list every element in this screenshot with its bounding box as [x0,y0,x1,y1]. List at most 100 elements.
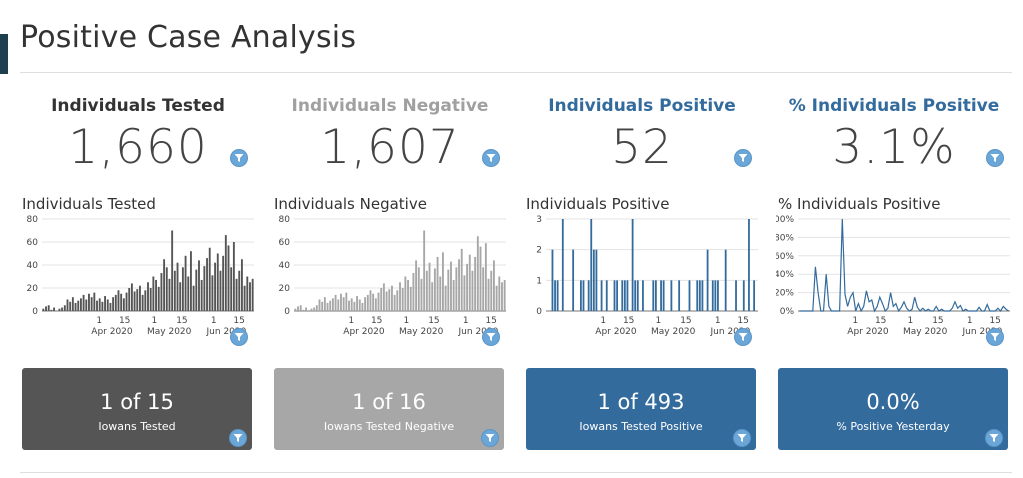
bar [706,249,709,311]
y-tick-label: 40% [776,270,794,280]
bar [613,280,616,311]
x-tick-label: 15 [371,316,382,326]
bar [181,267,184,311]
y-tick-label: 20 [279,284,291,294]
x-tick-label: 1 [463,316,469,326]
bar [219,270,222,311]
x-tick-month-label: Apr 2020 [91,327,133,337]
bar [364,297,367,311]
rank-label: Iowans Tested Positive [579,420,703,433]
filter-icon[interactable] [734,430,750,446]
bar [313,307,316,311]
bar [240,259,243,311]
bar [482,267,485,311]
bar [329,300,332,311]
rank-card: 0.0% % Positive Yesterday [778,368,1008,450]
filter-icon[interactable] [483,150,499,166]
rank-value: 1 of 493 [597,390,685,414]
bar [109,302,112,311]
bar [358,299,361,311]
y-tick-label: 40 [279,261,291,271]
chart-title: Individuals Positive [526,195,670,213]
bar [396,290,399,311]
bar [133,291,136,311]
y-tick-label: 0 [284,307,290,317]
bar [636,280,639,311]
x-tick-label: 1 [852,316,858,326]
bar [334,294,337,311]
bar [246,276,249,311]
bar [587,280,590,311]
metric-value: 52 [611,120,673,175]
x-tick-month-label: Jun 2020 [206,327,247,337]
bar [160,273,163,311]
top-divider [20,72,1012,73]
x-tick-label: 15 [875,316,886,326]
bar [69,301,72,311]
page-accent-bar [0,34,8,74]
bar [211,275,214,311]
metric-column-percent-positive: % Individuals Positive 3.1% % Individual… [776,80,1023,460]
bar [561,219,564,311]
bar [450,261,452,311]
bar [374,298,377,311]
bar [198,260,200,311]
rank-card: 1 of 16 Iowans Tested Negative [274,368,504,450]
filter-icon[interactable] [735,150,751,166]
bar [53,307,56,311]
y-tick-label: 0% [780,307,795,317]
x-tick-label: 15 [680,316,691,326]
x-tick-month-label: Jun 2020 [458,327,499,337]
bar [463,275,466,311]
bar [495,285,498,311]
bar [189,251,192,311]
bar [297,306,299,311]
bar [492,260,495,311]
bar [701,280,704,311]
bar [173,270,176,311]
bar [208,247,211,311]
bar [490,270,493,311]
x-tick-label: 15 [428,316,439,326]
metric-column-individuals-tested: Individuals Tested 1,660 Individuals Tes… [20,80,272,460]
filter-icon[interactable] [231,150,247,166]
page-title: Positive Case Analysis [20,20,357,55]
bar [748,219,750,311]
bar [479,246,482,311]
filter-icon[interactable] [482,430,498,446]
bar [79,298,82,311]
bar [187,276,190,311]
bar [66,299,69,311]
x-tick-month-label: May 2020 [651,327,696,337]
bar [377,292,380,311]
x-tick-label: 1 [715,316,721,326]
filter-icon[interactable] [987,329,1003,345]
bar [420,278,423,311]
bar [582,280,585,311]
bar [425,270,428,311]
bar [380,288,383,311]
bar [724,249,727,311]
bar [626,280,629,311]
filter-icon[interactable] [230,430,246,446]
bar [294,308,297,311]
filter-icon[interactable] [735,329,751,345]
x-tick-label: 1 [96,316,102,326]
y-tick-label: 2 [536,246,542,256]
bar [634,280,637,311]
bar [717,280,719,311]
bar [595,249,598,311]
bar [106,299,109,311]
bar [592,249,595,311]
bar [423,230,426,311]
bar [444,285,447,311]
bar [74,302,77,311]
y-tick-label: 60 [27,238,39,248]
bar [474,256,477,311]
filter-icon[interactable] [483,329,499,345]
filter-icon[interactable] [986,430,1002,446]
filter-icon[interactable] [987,150,1003,166]
filter-icon[interactable] [231,329,247,345]
bar [554,280,556,311]
